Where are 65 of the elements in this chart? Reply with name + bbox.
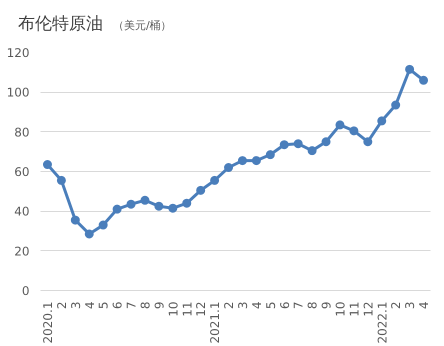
x-tick-label: 6 xyxy=(278,301,292,310)
x-tick-label: 4 xyxy=(250,301,264,310)
x-tick-label: 8 xyxy=(306,301,320,310)
x-tick-label: 10 xyxy=(333,301,348,317)
point xyxy=(168,204,178,213)
point xyxy=(126,200,136,209)
x-tick-label: 6 xyxy=(110,301,125,310)
point xyxy=(140,196,150,205)
x-tick-label: 10 xyxy=(166,301,180,317)
point xyxy=(294,139,303,148)
point xyxy=(322,137,331,146)
x-tick-label: 3 xyxy=(68,301,83,310)
point xyxy=(84,229,94,238)
point xyxy=(210,176,220,185)
x-tick-label: 8 xyxy=(138,301,152,310)
y-tick-label: 0 xyxy=(22,284,30,298)
chart-title: 布伦特原油 xyxy=(18,13,103,36)
x-tick-label: 7 xyxy=(124,301,139,310)
x-tick-label: 2 xyxy=(222,301,236,310)
point xyxy=(280,140,289,150)
x-tick-label: 11 xyxy=(347,301,362,317)
point xyxy=(154,202,164,211)
point xyxy=(238,156,247,166)
point xyxy=(391,100,400,110)
x-tick-label: 9 xyxy=(320,301,334,310)
x-tick-label: 3 xyxy=(403,301,418,310)
point xyxy=(266,150,275,160)
x-tick-label: 5 xyxy=(264,301,278,310)
x-tick-label: 12 xyxy=(194,301,208,317)
point xyxy=(70,216,80,225)
point xyxy=(56,176,66,185)
point xyxy=(377,116,386,126)
y-tick-label: 100 xyxy=(6,86,30,100)
point xyxy=(252,156,261,166)
point xyxy=(419,76,428,85)
y-tick-label: 80 xyxy=(14,125,30,140)
chart-subtitle: （美元/桶） xyxy=(113,18,172,34)
x-tick-label: 9 xyxy=(152,301,166,310)
point xyxy=(308,146,317,156)
x-tick-label: 11 xyxy=(180,301,194,317)
x-tick-label: 4 xyxy=(417,301,432,310)
x-tick-label: 2021.1 xyxy=(208,301,222,344)
x-tick-label: 12 xyxy=(361,301,376,317)
point xyxy=(363,137,372,146)
y-tick-label: 120 xyxy=(6,46,30,60)
x-tick-label: 4 xyxy=(82,301,97,310)
point xyxy=(112,204,122,214)
x-tick-label: 7 xyxy=(292,301,306,310)
point xyxy=(349,126,358,136)
point xyxy=(196,186,206,195)
x-tick-label: 2022.1 xyxy=(375,301,390,344)
y-tick-label: 60 xyxy=(14,165,30,179)
point xyxy=(182,198,192,208)
point xyxy=(224,163,234,172)
point xyxy=(335,120,344,130)
x-tick-label: 2020.1 xyxy=(40,301,55,344)
point xyxy=(405,64,414,74)
x-tick-label: 2 xyxy=(54,301,69,310)
point xyxy=(98,220,108,230)
x-tick-label: 2 xyxy=(389,301,404,310)
y-tick-label: 40 xyxy=(14,204,30,219)
x-tick-label: 3 xyxy=(236,301,250,310)
y-tick-label: 20 xyxy=(14,244,30,258)
x-tick-label: 5 xyxy=(96,301,111,310)
point xyxy=(42,160,52,170)
